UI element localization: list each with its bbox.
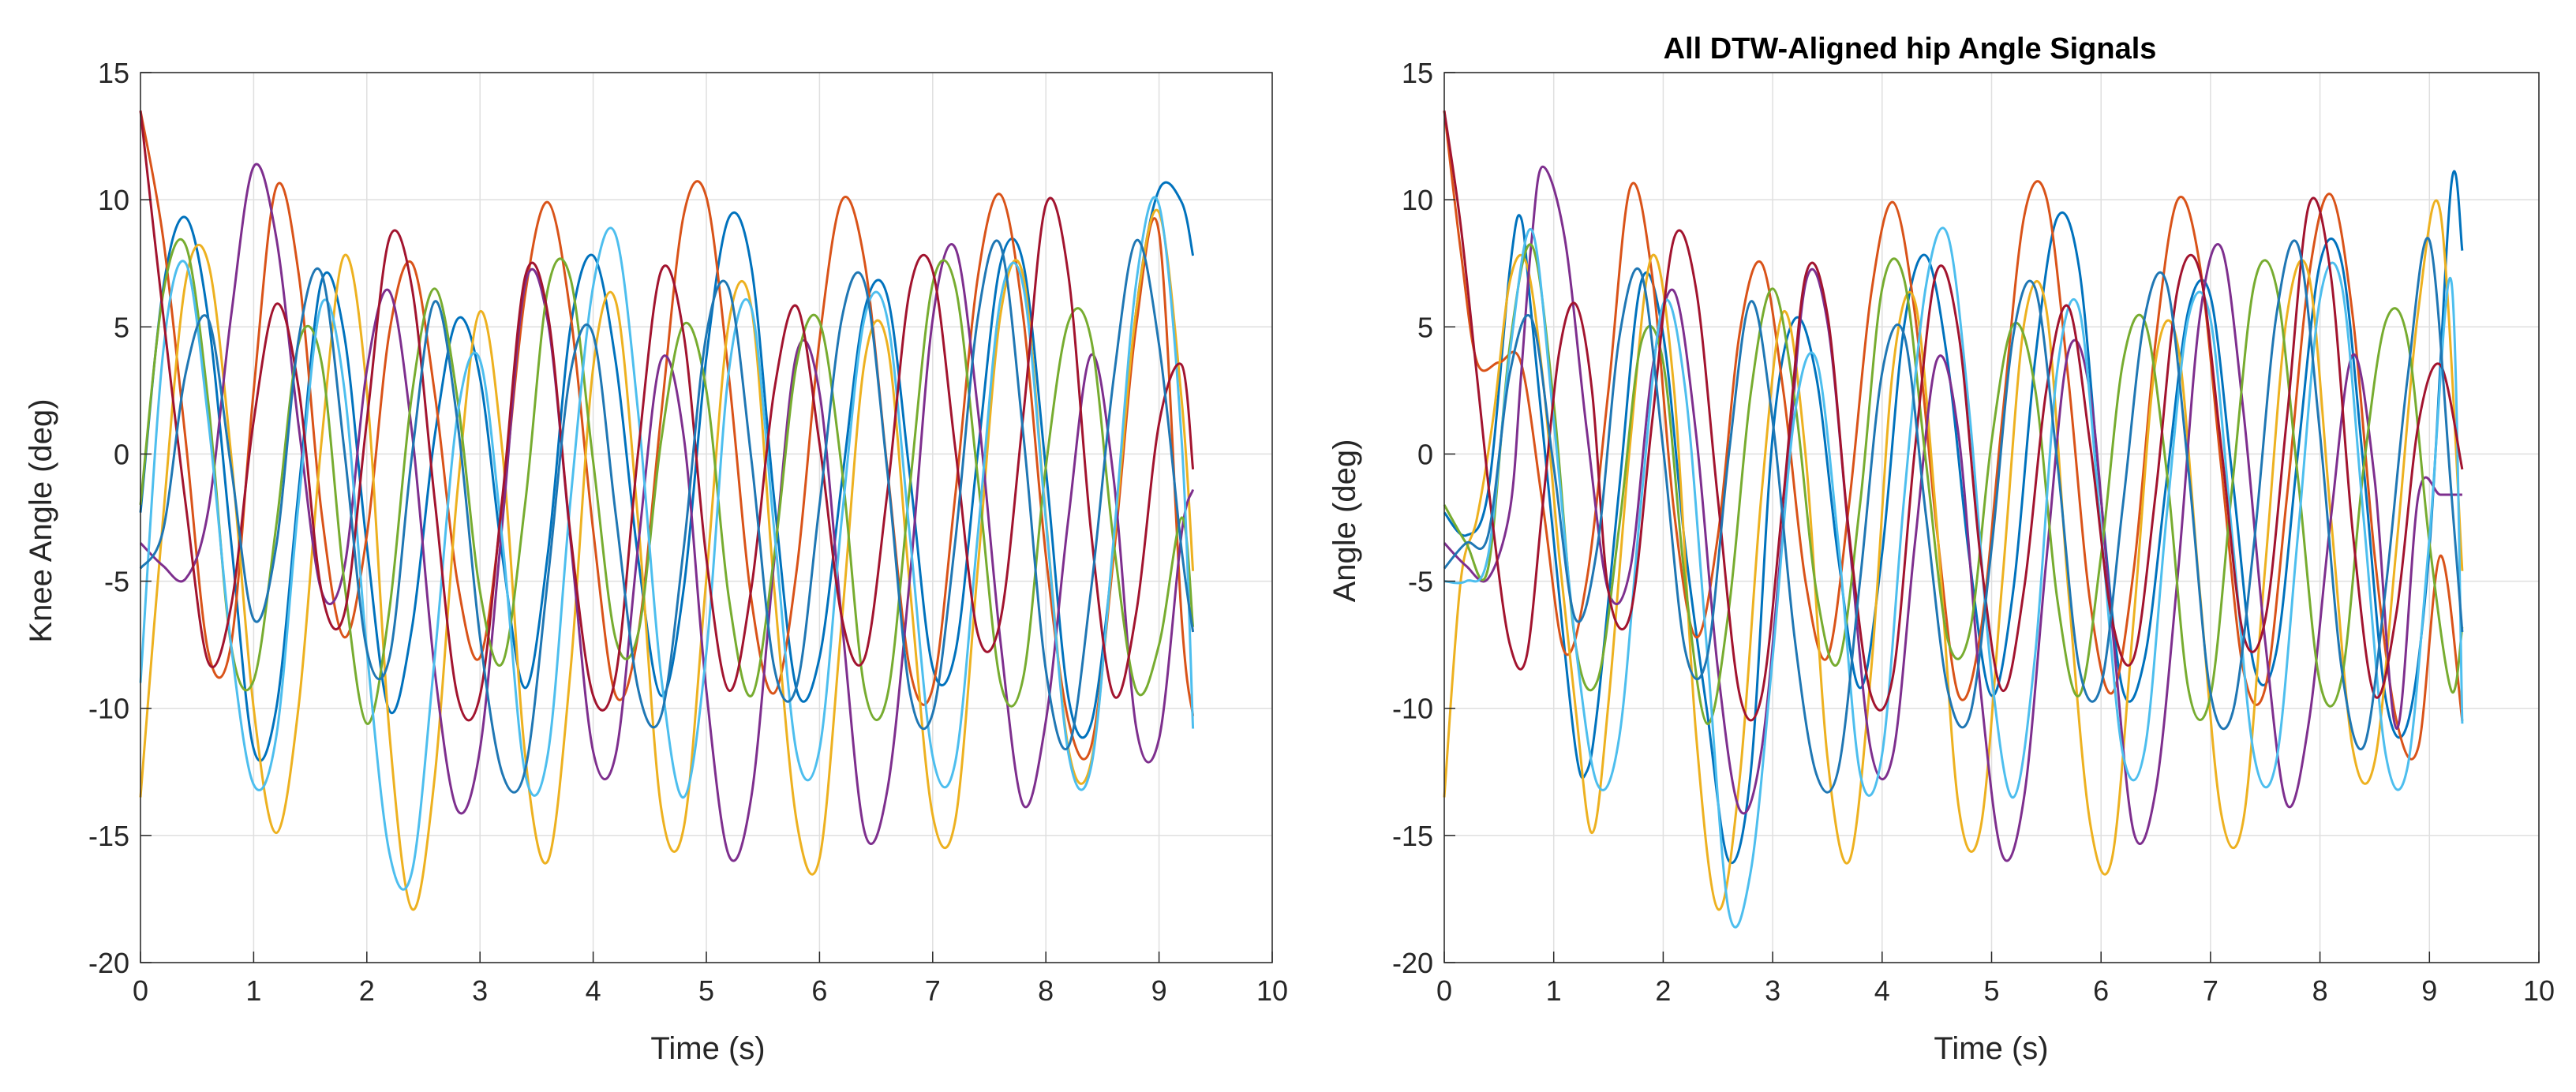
left-chart-y-tick-label: 15 xyxy=(98,57,129,89)
right-chart-frame xyxy=(1443,72,2540,963)
right-chart-lines xyxy=(1443,110,2464,929)
left-chart-series-7-line xyxy=(139,110,1195,722)
right-chart-y-tick-label: -5 xyxy=(1408,566,1433,598)
left-chart-y-tick-label: -20 xyxy=(88,947,129,979)
left-chart-x-tick-label: 5 xyxy=(698,974,714,1007)
right-chart-series-5-line xyxy=(1443,243,2464,725)
right-chart-series-3-line xyxy=(1443,199,2464,911)
left-chart-y-tick-label: 5 xyxy=(114,311,129,343)
left-chart-x-tick-label: 7 xyxy=(925,974,941,1007)
right-chart-x-tick-label: 8 xyxy=(2312,974,2328,1007)
left-chart-x-tick-label: 0 xyxy=(133,974,148,1007)
right-chart-y-tick-label: -20 xyxy=(1392,947,1433,979)
left-chart-frame xyxy=(140,72,1273,963)
left-chart-ticks: 0 1 2 3 4 5 6 7 8 9 10 -20 -15 -10 -5 0 5 10 15 xyxy=(88,57,1288,1007)
left-chart-y-axis-label: Knee Angle (deg) xyxy=(24,398,58,642)
right-chart-series-4-line xyxy=(1443,165,2462,862)
right-chart-x-tick-label: 10 xyxy=(2523,974,2555,1007)
left-chart-x-tick-label: 4 xyxy=(586,974,601,1007)
left-chart-y-tick-label: -15 xyxy=(88,820,129,852)
right-chart-x-tick-label: 6 xyxy=(2093,974,2109,1007)
right-chart-series-7-line xyxy=(1443,110,2464,722)
left-chart-series-2-line xyxy=(139,110,1195,761)
left-chart-x-axis-label: Time (s) xyxy=(650,1031,765,1066)
left-chart-lines xyxy=(139,110,1195,911)
right-chart-y-tick-label: 15 xyxy=(1402,57,1433,89)
left-chart-series-8-line xyxy=(139,238,1195,794)
right-chart-series-8-line xyxy=(1443,237,2464,794)
right-chart-series-6-line xyxy=(1443,226,2464,929)
right-chart-x-tick-label: 2 xyxy=(1655,974,1671,1007)
right-chart-grid xyxy=(1443,72,2540,963)
right-chart-y-tick-label: 5 xyxy=(1417,311,1433,343)
right-chart-x-tick-label: 1 xyxy=(1546,974,1562,1007)
right-chart-series-2-line xyxy=(1443,110,2464,761)
left-chart-x-tick-label: 2 xyxy=(359,974,375,1007)
left-chart-series-6-line xyxy=(139,196,1195,891)
right-chart-y-tick-label: 0 xyxy=(1417,438,1433,470)
left-chart-x-tick-label: 6 xyxy=(811,974,827,1007)
left-chart: 0 1 2 3 4 5 6 7 8 9 10 -20 -15 -10 -5 0 5 10 15 Time (s) K… xyxy=(24,57,1288,1066)
left-chart-series-4-line xyxy=(139,163,1195,862)
right-chart-x-tick-label: 4 xyxy=(1874,974,1890,1007)
right-chart-x-tick-label: 7 xyxy=(2203,974,2218,1007)
left-chart-y-tick-label: -10 xyxy=(88,693,129,725)
left-chart-series-3-line xyxy=(139,208,1195,911)
left-chart-x-tick-label: 8 xyxy=(1038,974,1054,1007)
left-chart-x-tick-label: 9 xyxy=(1151,974,1167,1007)
right-chart-x-tick-label: 5 xyxy=(1983,974,1999,1007)
left-chart-y-tick-label: 0 xyxy=(114,438,129,470)
right-chart-x-tick-label: 3 xyxy=(1765,974,1780,1007)
left-chart-x-tick-label: 3 xyxy=(472,974,488,1007)
right-chart-y-tick-label: -15 xyxy=(1392,820,1433,852)
right-chart: All DTW-Aligned hip Angle Signals 0 1 2 3 4 5… xyxy=(1327,32,2555,1066)
right-chart-y-axis-label: Angle (deg) xyxy=(1327,439,1362,603)
left-chart-y-tick-label: -5 xyxy=(104,566,129,598)
right-chart-x-tick-label: 0 xyxy=(1436,974,1452,1007)
right-chart-y-tick-label: 10 xyxy=(1402,184,1433,216)
right-chart-x-axis-label: Time (s) xyxy=(1934,1031,2048,1066)
left-chart-x-tick-label: 1 xyxy=(245,974,261,1007)
left-chart-y-tick-label: 10 xyxy=(98,184,129,216)
right-chart-y-tick-label: -10 xyxy=(1392,693,1433,725)
right-chart-ticks: 0 1 2 3 4 5 6 7 8 9 10 -20 -15 -10 -5 0 5 10 15 xyxy=(1392,57,2555,1007)
right-chart-x-tick-label: 9 xyxy=(2421,974,2437,1007)
left-chart-x-tick-label: 10 xyxy=(1256,974,1288,1007)
right-chart-title: All DTW-Aligned hip Angle Signals xyxy=(1664,32,2157,65)
